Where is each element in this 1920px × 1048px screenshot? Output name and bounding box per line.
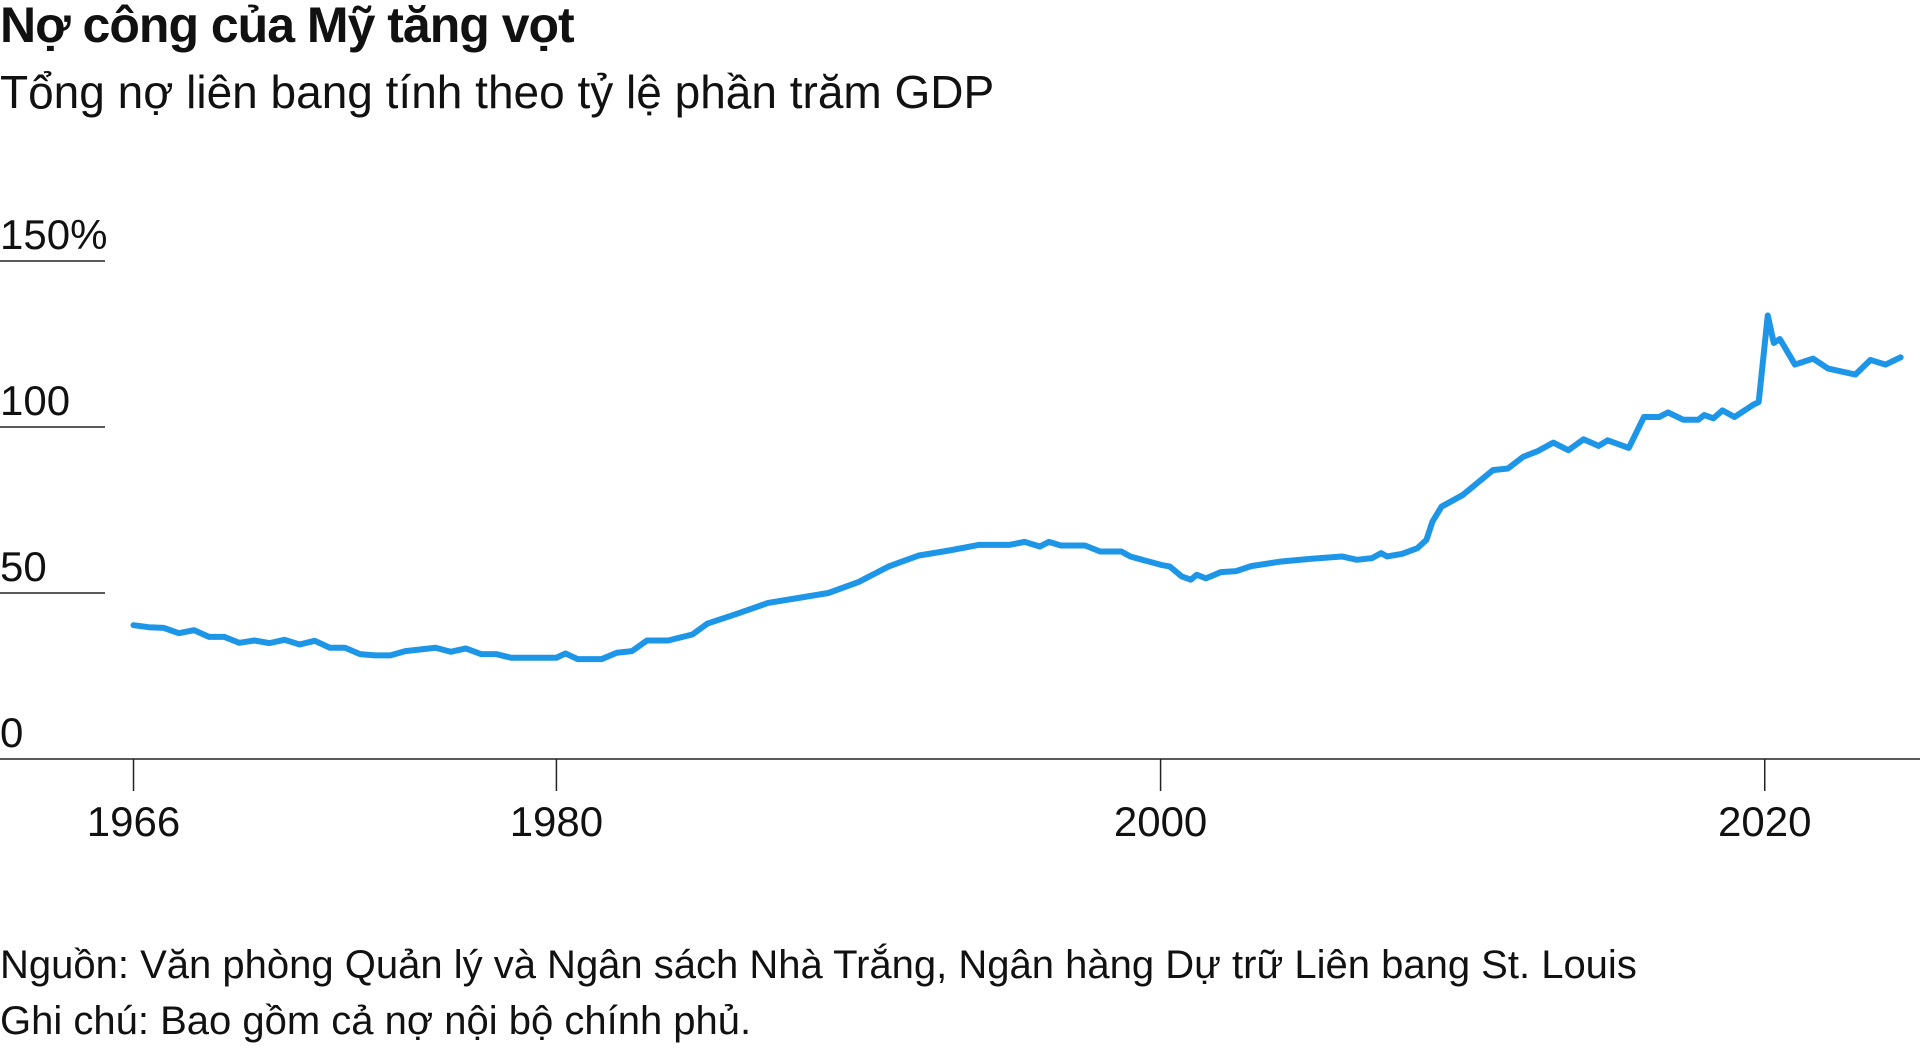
y-tick-label: 100 <box>0 377 70 424</box>
y-tick-label: 0 <box>0 709 23 756</box>
source-note: Nguồn: Văn phòng Quản lý và Ngân sách Nh… <box>0 942 1637 987</box>
chart-subtitle: Tổng nợ liên bang tính theo tỷ lệ phần t… <box>0 66 994 118</box>
data-line <box>130 312 1904 663</box>
x-tick-label: 2020 <box>1718 798 1811 845</box>
x-tick-label: 1966 <box>87 798 180 845</box>
y-tick-label: 50 <box>0 543 47 590</box>
y-tick-label: 150% <box>0 211 107 258</box>
x-tick-label: 1980 <box>510 798 603 845</box>
footnote: Ghi chú: Bao gồm cả nợ nội bộ chính phủ. <box>0 999 751 1043</box>
x-tick-label: 2000 <box>1114 798 1207 845</box>
chart-title: Nợ công của Mỹ tăng vọt <box>0 0 575 53</box>
